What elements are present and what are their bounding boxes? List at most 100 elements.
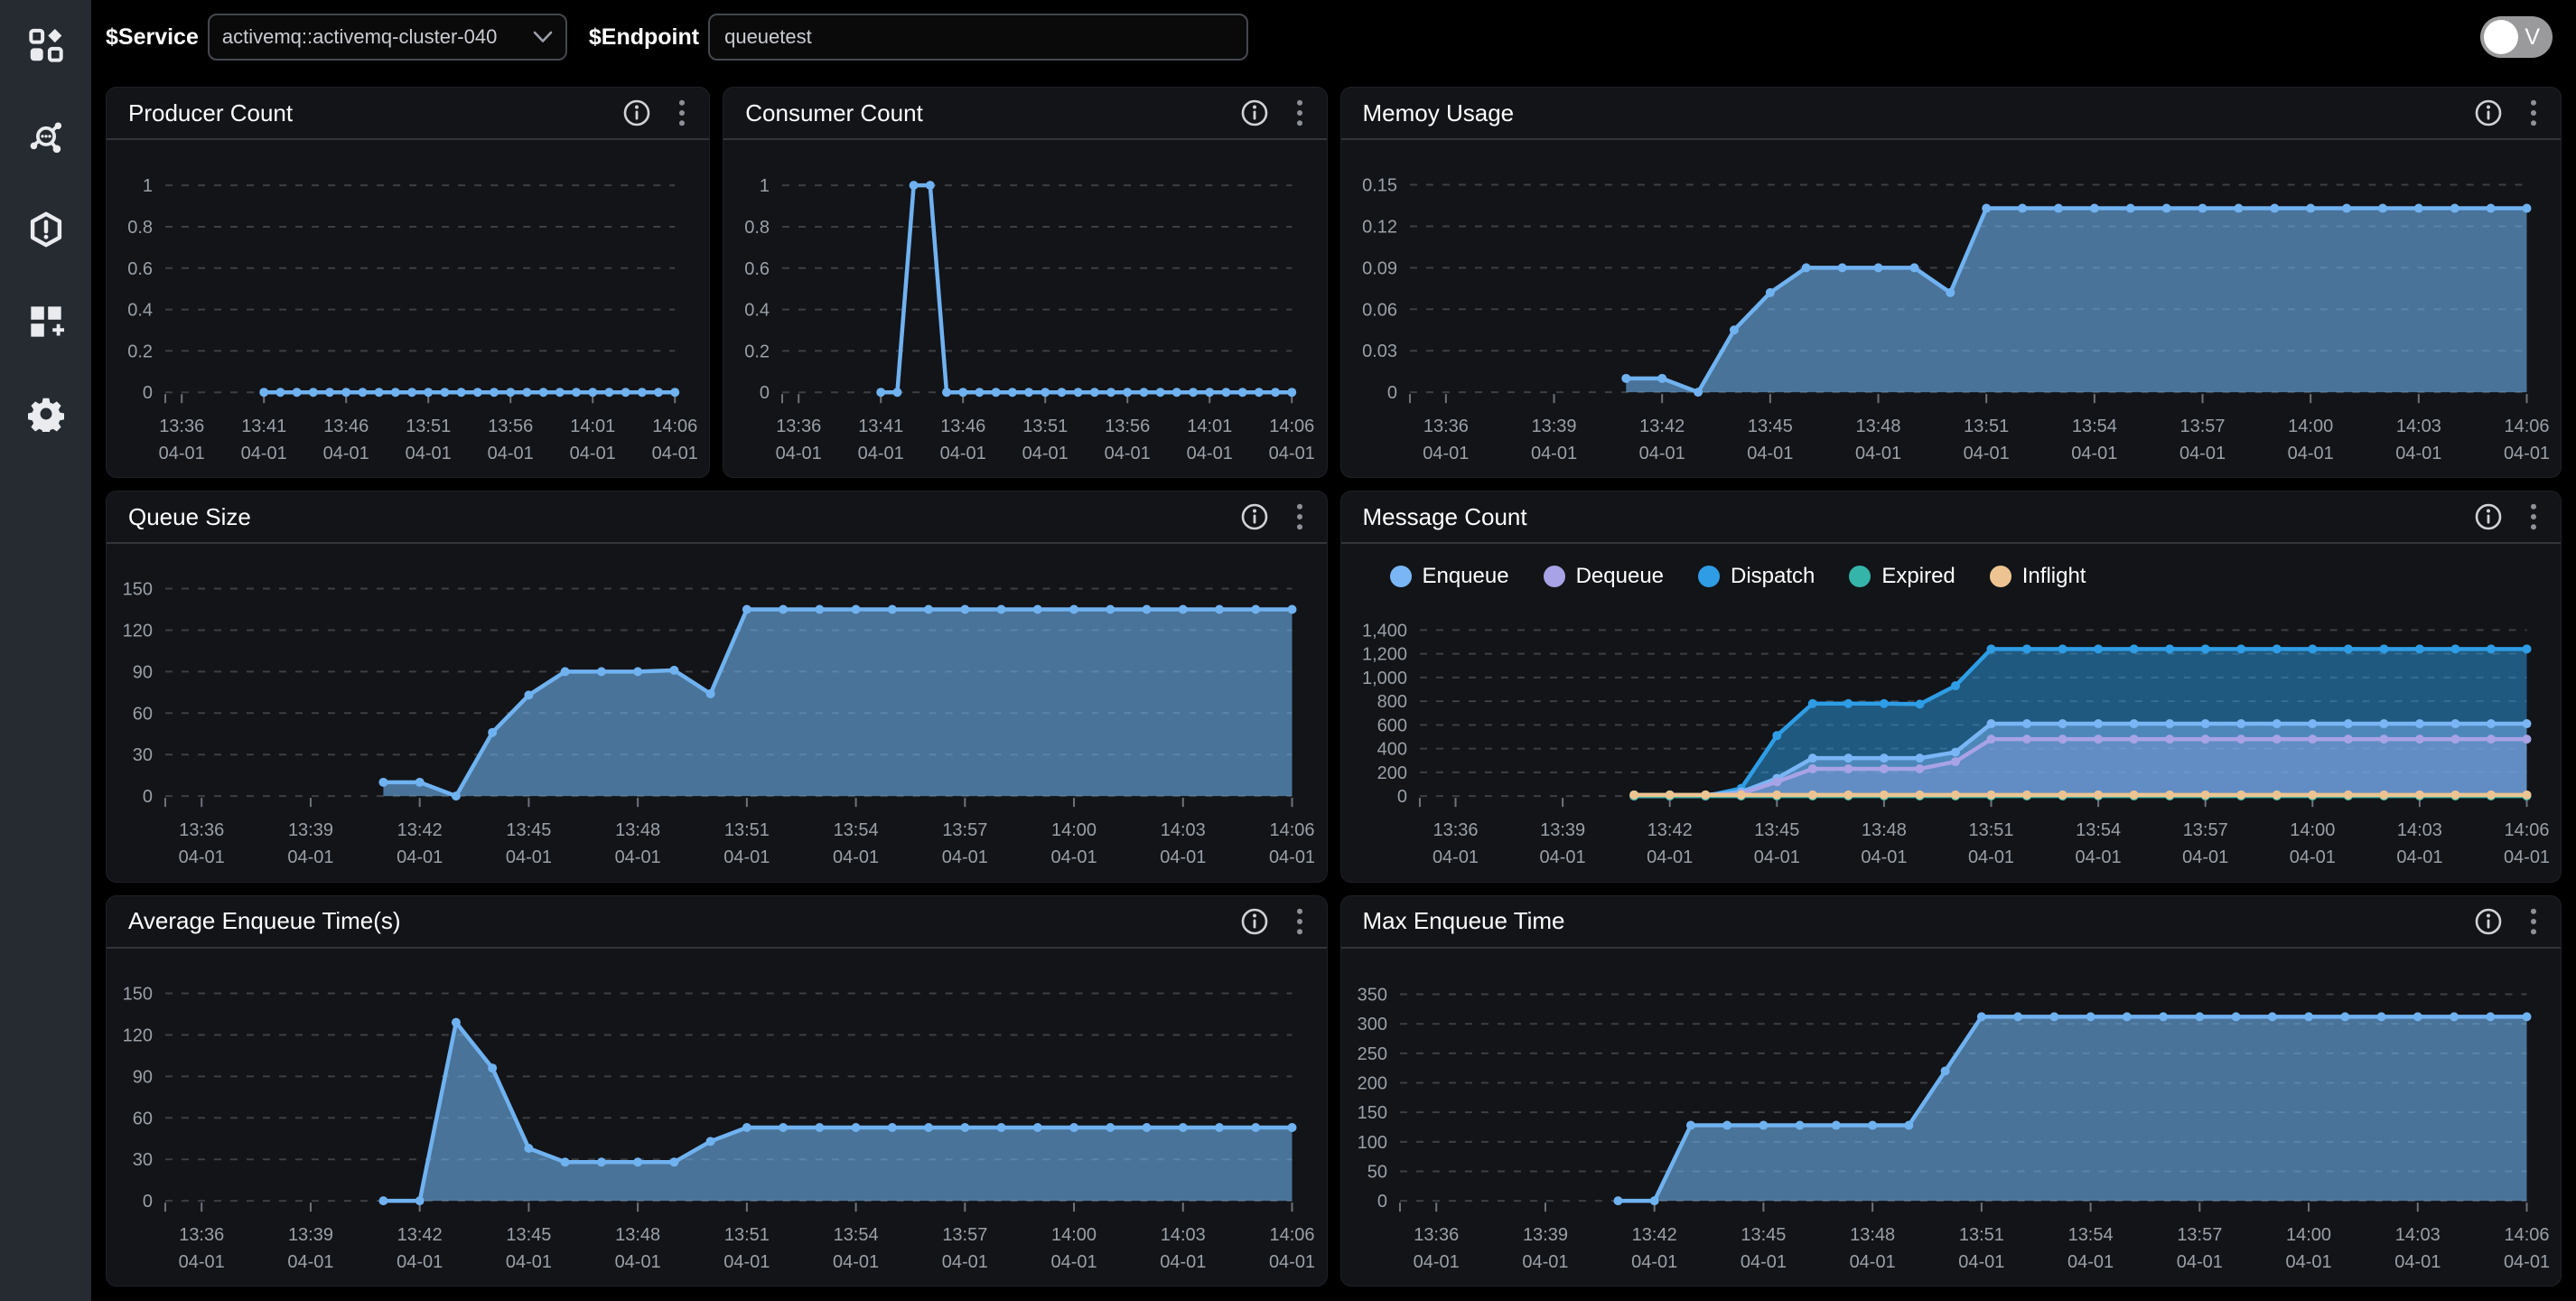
legend-item-expired[interactable]: Expired (1849, 564, 1955, 589)
panel-header: Consumer Count (723, 88, 1327, 140)
svg-text:14:03: 14:03 (2396, 820, 2441, 840)
svg-text:04-01: 04-01 (940, 444, 986, 463)
svg-text:13:36: 13:36 (776, 417, 821, 436)
svg-text:04-01: 04-01 (1967, 847, 2013, 867)
toggle-knob (2484, 20, 2518, 54)
svg-text:04-01: 04-01 (506, 847, 552, 867)
svg-text:04-01: 04-01 (1740, 1252, 1786, 1272)
svg-text:04-01: 04-01 (406, 444, 452, 463)
svg-text:14:06: 14:06 (652, 417, 697, 436)
svg-text:04-01: 04-01 (1647, 847, 1693, 867)
apps-icon[interactable] (28, 27, 64, 63)
svg-text:30: 30 (133, 746, 153, 766)
svg-text:13:39: 13:39 (288, 820, 333, 840)
svg-text:13:51: 13:51 (724, 820, 770, 840)
svg-text:04-01: 04-01 (1522, 1252, 1568, 1272)
info-icon[interactable] (1240, 98, 1269, 127)
service-select[interactable]: activemq::activemq-cluster-040 (207, 14, 567, 61)
svg-text:120: 120 (123, 622, 153, 641)
svg-text:13:36: 13:36 (179, 820, 224, 840)
info-icon[interactable] (2474, 502, 2503, 531)
svg-text:0.4: 0.4 (744, 301, 770, 321)
svg-text:13:41: 13:41 (858, 417, 903, 436)
svg-text:04-01: 04-01 (2071, 444, 2117, 463)
legend-item-inflight[interactable]: Inflight (1989, 564, 2086, 589)
svg-text:14:06: 14:06 (1270, 820, 1315, 840)
service-label: $Service (106, 23, 199, 50)
svg-text:04-01: 04-01 (615, 1252, 661, 1272)
svg-text:04-01: 04-01 (1105, 444, 1151, 463)
svg-text:04-01: 04-01 (1432, 847, 1478, 867)
add-panel-icon[interactable] (28, 304, 64, 340)
info-icon[interactable] (1240, 502, 1269, 531)
svg-text:04-01: 04-01 (2075, 847, 2121, 867)
svg-text:04-01: 04-01 (1187, 444, 1233, 463)
svg-text:04-01: 04-01 (2395, 444, 2441, 463)
svg-text:200: 200 (1357, 1073, 1386, 1093)
svg-text:04-01: 04-01 (506, 1252, 552, 1272)
kebab-menu-icon[interactable] (2525, 98, 2543, 127)
info-icon[interactable] (2474, 907, 2503, 936)
kebab-menu-icon[interactable] (1291, 502, 1309, 531)
kebab-menu-icon[interactable] (1291, 907, 1309, 936)
svg-text:04-01: 04-01 (776, 444, 822, 463)
legend-dot (1989, 566, 2011, 588)
svg-text:0: 0 (1377, 1192, 1386, 1212)
svg-text:13:39: 13:39 (288, 1225, 333, 1245)
queue-size-chart: 0 30 60 90 120 150 13:36 04-01 13:39 04-01 13:42 04… (123, 580, 1315, 868)
svg-text:1,000: 1,000 (1361, 669, 1406, 688)
svg-text:13:51: 13:51 (1958, 1225, 2003, 1245)
svg-text:04-01: 04-01 (723, 847, 770, 867)
svg-text:14:03: 14:03 (1161, 1225, 1206, 1245)
settings-icon[interactable] (27, 396, 64, 432)
consumer-count-chart: 0 0.2 0.4 0.6 0.8 1 13:36 04-01 13:41 04-01 13:46 0… (744, 176, 1315, 463)
svg-text:0: 0 (143, 383, 153, 403)
kebab-menu-icon[interactable] (2525, 907, 2543, 936)
svg-text:0: 0 (760, 383, 770, 403)
svg-text:13:56: 13:56 (488, 417, 533, 436)
svg-text:04-01: 04-01 (1050, 1252, 1097, 1272)
svg-text:04-01: 04-01 (1423, 444, 1469, 463)
panel-title: Max Enqueue Time (1362, 907, 1565, 935)
panel-max-enqueue-time: Max Enqueue Time 0 50 100 150 200 250 300 350 13… (1339, 894, 2562, 1287)
legend-label: Dequeue (1575, 564, 1665, 589)
variables-toggle[interactable]: V (2480, 16, 2553, 58)
cluster-icon[interactable] (28, 119, 64, 155)
svg-text:04-01: 04-01 (1539, 847, 1585, 867)
panel-memory-usage: Memoy Usage 0 0.03 0.06 0.09 0.12 0.15 13:36 04… (1339, 87, 2562, 479)
svg-text:13:54: 13:54 (834, 820, 879, 840)
legend-item-enqueue[interactable]: Enqueue (1389, 564, 1509, 589)
svg-text:13:36: 13:36 (1414, 1225, 1459, 1245)
svg-text:04-01: 04-01 (179, 1252, 225, 1272)
info-icon[interactable] (622, 98, 651, 127)
legend-item-dispatch[interactable]: Dispatch (1698, 564, 1815, 589)
svg-text:13:39: 13:39 (1522, 1225, 1567, 1245)
info-icon[interactable] (1240, 907, 1269, 936)
alert-hexagon-icon[interactable] (28, 211, 64, 248)
svg-text:13:42: 13:42 (397, 1225, 443, 1245)
kebab-menu-icon[interactable] (673, 98, 691, 127)
svg-text:30: 30 (133, 1150, 153, 1170)
svg-text:13:46: 13:46 (940, 417, 985, 436)
svg-text:400: 400 (1377, 740, 1406, 760)
svg-text:04-01: 04-01 (858, 444, 904, 463)
legend-item-dequeue[interactable]: Dequeue (1543, 564, 1665, 589)
svg-text:04-01: 04-01 (1747, 444, 1793, 463)
info-icon[interactable] (2474, 98, 2503, 127)
endpoint-input[interactable] (708, 14, 1249, 61)
svg-text:0.2: 0.2 (744, 342, 770, 361)
panel-queue-size: Queue Size 0 30 60 90 120 150 13:36 04-01 13:39 0… (106, 491, 1328, 883)
svg-text:13:57: 13:57 (942, 820, 987, 840)
svg-text:13:51: 13:51 (406, 417, 451, 436)
svg-text:0.06: 0.06 (1362, 300, 1397, 320)
panel-header: Memoy Usage (1340, 88, 2561, 140)
svg-text:04-01: 04-01 (652, 444, 698, 463)
kebab-menu-icon[interactable] (1291, 98, 1309, 127)
svg-text:14:01: 14:01 (1187, 417, 1232, 436)
svg-text:150: 150 (1357, 1103, 1386, 1123)
svg-text:13:42: 13:42 (1647, 820, 1692, 840)
svg-text:90: 90 (133, 1067, 153, 1087)
kebab-menu-icon[interactable] (2525, 502, 2543, 531)
legend-dot (1389, 566, 1412, 588)
svg-text:04-01: 04-01 (159, 444, 205, 463)
